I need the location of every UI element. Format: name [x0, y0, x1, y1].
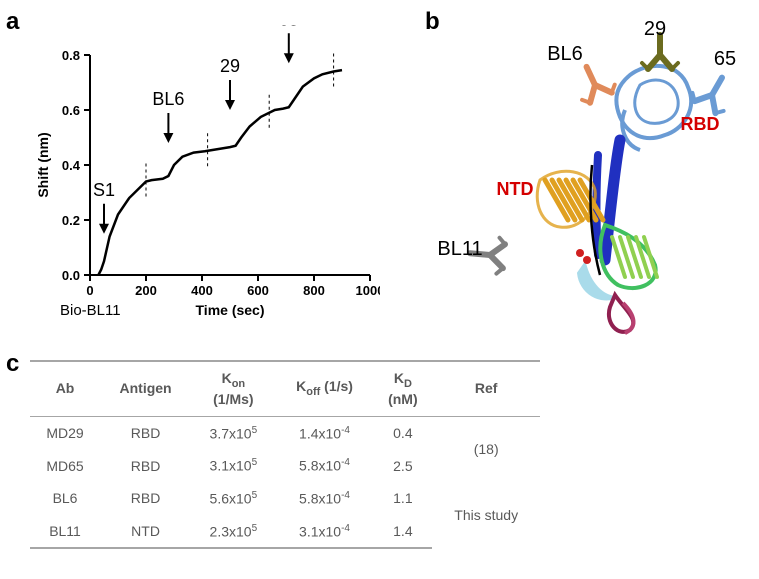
table-cell: RBD	[100, 449, 191, 482]
svg-text:Shift (nm): Shift (nm)	[35, 132, 51, 197]
panel-label-c: c	[6, 350, 19, 378]
panel-c-table: AbAntigenKon(1/Ms)Koff (1/s)KD(nM)Ref MD…	[30, 360, 540, 549]
svg-text:BL6: BL6	[152, 89, 184, 109]
table-cell: RBD	[100, 482, 191, 515]
table-header: Ref	[432, 361, 540, 416]
panel-label-a: a	[6, 8, 19, 36]
svg-text:600: 600	[247, 283, 269, 298]
table-cell: 1.4x10-4	[276, 416, 374, 449]
svg-text:200: 200	[135, 283, 157, 298]
svg-text:0: 0	[86, 283, 93, 298]
table-cell: 3.7x105	[191, 416, 276, 449]
svg-text:65: 65	[714, 48, 736, 70]
table-cell: 2.3x105	[191, 515, 276, 549]
svg-text:0.4: 0.4	[62, 158, 81, 173]
table-cell: 1.1	[373, 482, 432, 515]
antibody-icon	[570, 59, 617, 105]
table-cell: MD65	[30, 449, 100, 482]
table-cell: 2.5	[373, 449, 432, 482]
svg-text:0.8: 0.8	[62, 48, 80, 63]
table-row: BL6RBD5.6x1055.8x10-41.1This study	[30, 482, 540, 515]
table-cell: BL6	[30, 482, 100, 515]
svg-text:Time (sec): Time (sec)	[196, 302, 265, 318]
table-header: Kon(1/Ms)	[191, 361, 276, 416]
binding-curve-chart: 0 200 400 600 800 1000 0.0 0.2 0.4 0.6 0.8 Time (se…	[30, 25, 380, 325]
svg-text:NTD: NTD	[497, 179, 534, 199]
table-cell: NTD	[100, 515, 191, 549]
table-cell: 0.4	[373, 416, 432, 449]
antibody-icon	[642, 35, 678, 69]
svg-text:1000: 1000	[356, 283, 380, 298]
table-cell: MD29	[30, 416, 100, 449]
svg-text:800: 800	[303, 283, 325, 298]
svg-text:S1: S1	[93, 180, 115, 200]
antibody-icon	[689, 69, 737, 116]
table-header: Antigen	[100, 361, 191, 416]
svg-text:BL6: BL6	[547, 43, 583, 65]
table-cell: 5.6x105	[191, 482, 276, 515]
svg-text:0.2: 0.2	[62, 213, 80, 228]
svg-text:RBD: RBD	[681, 114, 720, 134]
table-cell: RBD	[100, 416, 191, 449]
svg-text:0.0: 0.0	[62, 268, 80, 283]
svg-text:0.6: 0.6	[62, 103, 80, 118]
table-header: Koff (1/s)	[276, 361, 374, 416]
panel-b-structure: BL6 29 65 BL11 RBD NTD	[420, 15, 750, 345]
table-header: KD(nM)	[373, 361, 432, 416]
table-header: Ab	[30, 361, 100, 416]
table-cell: 5.8x10-4	[276, 482, 374, 515]
kinetics-table: AbAntigenKon(1/Ms)Koff (1/s)KD(nM)Ref MD…	[30, 360, 540, 549]
table-cell: 5.8x10-4	[276, 449, 374, 482]
svg-text:65: 65	[279, 25, 299, 29]
table-cell: 3.1x105	[191, 449, 276, 482]
panel-a-chart: 0 200 400 600 800 1000 0.0 0.2 0.4 0.6 0.8 Time (se…	[30, 25, 380, 325]
table-cell: This study	[432, 482, 540, 548]
table-row: MD29RBD3.7x1051.4x10-40.4(18)	[30, 416, 540, 449]
protein-structure-diagram: BL6 29 65 BL11 RBD NTD	[420, 15, 750, 345]
table-cell: (18)	[432, 416, 540, 482]
svg-text:Bio-BL11: Bio-BL11	[60, 302, 121, 319]
svg-text:BL11: BL11	[437, 238, 482, 260]
table-cell: BL11	[30, 515, 100, 549]
svg-text:400: 400	[191, 283, 213, 298]
svg-text:29: 29	[220, 56, 240, 76]
table-cell: 1.4	[373, 515, 432, 549]
table-cell: 3.1x10-4	[276, 515, 374, 549]
svg-text:29: 29	[644, 18, 666, 40]
